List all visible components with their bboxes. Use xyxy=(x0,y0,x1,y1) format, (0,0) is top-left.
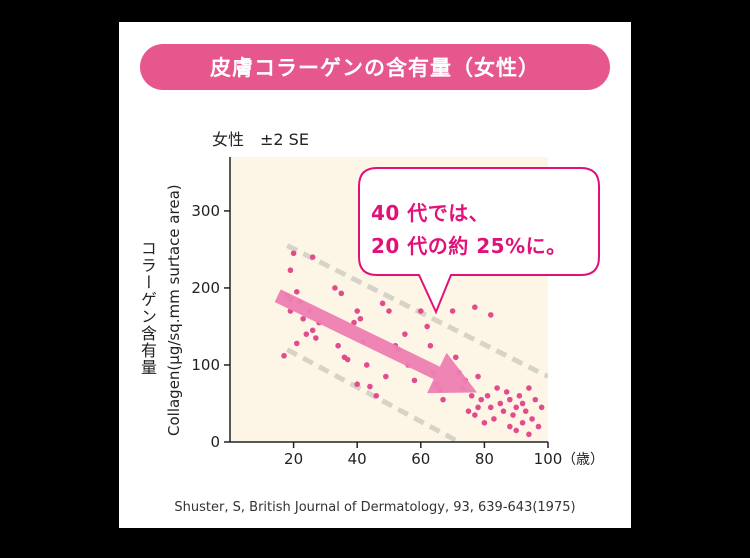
data-point xyxy=(500,408,507,414)
data-point xyxy=(513,404,519,411)
data-point xyxy=(507,396,513,403)
data-point xyxy=(433,381,440,388)
y-axis-label-jp: コラーゲン含有量 xyxy=(138,240,157,376)
band-upper-line xyxy=(286,243,548,379)
data-point xyxy=(332,285,338,291)
data-point xyxy=(472,412,478,418)
data-point xyxy=(532,396,539,403)
data-point xyxy=(418,308,424,314)
data-point xyxy=(383,373,389,380)
data-point xyxy=(459,385,465,391)
data-point xyxy=(491,416,497,422)
data-point xyxy=(481,419,488,426)
data-point xyxy=(449,308,456,314)
data-point xyxy=(281,352,287,359)
callout-text: 40 代では、 20 代の約 25%に。 xyxy=(371,197,611,263)
y-tick-label: 200 xyxy=(191,279,220,297)
chart-title: 皮膚コラーゲンの含有量（女性） xyxy=(140,44,610,90)
speech-bubble xyxy=(358,167,600,315)
data-point xyxy=(303,331,310,337)
data-point xyxy=(519,419,526,426)
data-point xyxy=(354,381,360,388)
data-point xyxy=(497,400,504,407)
callout-line-1: 40 代では、 xyxy=(371,201,490,225)
data-point xyxy=(503,389,510,395)
data-point xyxy=(437,386,443,393)
data-point xyxy=(462,377,469,384)
data-point xyxy=(516,392,523,399)
data-point xyxy=(535,423,542,430)
data-point xyxy=(526,385,532,391)
chart-card: 皮膚コラーゲンの含有量（女性） 女性 ±2 SE コラーゲン含有量 Collag… xyxy=(119,22,631,528)
x-tick-label: 80 xyxy=(475,450,494,468)
data-point xyxy=(484,392,491,399)
chart-subtitle: 女性 ±2 SE xyxy=(212,130,309,149)
data-point xyxy=(313,335,319,341)
trend-arrow xyxy=(274,289,478,394)
data-point xyxy=(465,408,472,414)
data-point xyxy=(402,331,408,337)
x-tick-label: 40 xyxy=(348,450,367,468)
data-point xyxy=(456,369,462,376)
y-tick-label: 100 xyxy=(191,356,220,374)
band-lower-line xyxy=(286,347,461,442)
data-point xyxy=(526,431,532,438)
data-point xyxy=(300,315,306,322)
data-point xyxy=(487,404,494,411)
data-point xyxy=(538,404,545,411)
data-point xyxy=(507,423,513,430)
data-point xyxy=(338,290,345,297)
data-point xyxy=(335,342,341,349)
data-point xyxy=(287,267,294,274)
y-tick-label: 300 xyxy=(191,202,220,220)
data-point xyxy=(522,408,529,414)
se-band xyxy=(286,243,548,442)
x-tick-label: 60 xyxy=(411,450,430,468)
data-point xyxy=(424,323,430,330)
data-point xyxy=(440,396,446,403)
data-point xyxy=(468,392,475,399)
data-point xyxy=(373,392,380,399)
data-point xyxy=(475,404,481,411)
data-point xyxy=(357,315,364,322)
x-tick-label: 100 xyxy=(534,450,563,468)
data-point xyxy=(475,373,481,380)
data-point xyxy=(494,385,500,391)
data-point xyxy=(478,396,485,403)
callout-line-2: 20 代の約 25%に。 xyxy=(371,234,567,258)
data-point xyxy=(472,304,478,311)
data-point xyxy=(411,377,418,384)
data-point xyxy=(452,354,459,361)
data-point xyxy=(519,400,526,407)
data-point xyxy=(529,416,535,422)
data-point xyxy=(293,340,300,347)
data-point xyxy=(293,288,300,295)
data-point xyxy=(510,412,516,418)
source-citation: Shuster, S, British Journal of Dermatolo… xyxy=(174,500,576,515)
data-point xyxy=(344,356,351,363)
data-point xyxy=(363,362,370,368)
data-point xyxy=(427,342,434,349)
data-point xyxy=(386,308,392,314)
data-point xyxy=(513,427,519,434)
data-point xyxy=(354,308,360,314)
data-point xyxy=(309,327,316,334)
x-tick-label: 20 xyxy=(284,450,303,468)
data-point xyxy=(367,383,373,390)
data-point xyxy=(290,250,297,257)
x-unit-label: （歳） xyxy=(562,452,604,468)
data-point xyxy=(351,319,357,326)
data-point xyxy=(487,312,494,318)
data-point xyxy=(379,300,386,307)
data-point xyxy=(309,254,316,260)
y-tick-label: 0 xyxy=(210,433,220,451)
